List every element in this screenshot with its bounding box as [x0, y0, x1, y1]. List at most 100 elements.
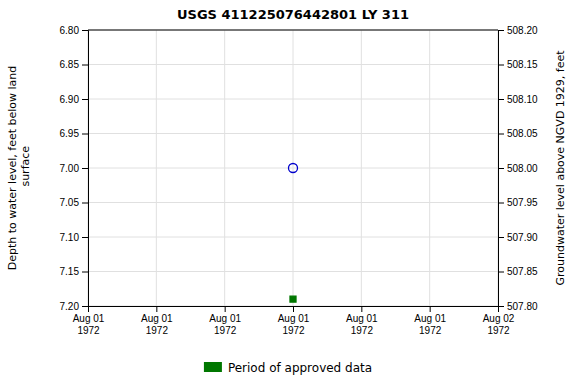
tick-mark — [498, 306, 499, 312]
tick-mark — [82, 99, 88, 100]
tick: 508.05 — [498, 128, 538, 139]
series — [288, 163, 297, 172]
legend-item: Period of approved data — [204, 361, 372, 375]
tick-label-line: Aug 01 — [346, 313, 378, 324]
tick-label: Aug 011972 — [346, 313, 378, 336]
tick-label-line: 1972 — [214, 325, 237, 336]
tick-mark — [498, 237, 504, 238]
tick-mark — [82, 65, 88, 66]
tick-label-line: 1972 — [282, 325, 305, 336]
grid — [88, 30, 498, 306]
tick: 507.90 — [498, 232, 538, 243]
tick-label-line: Aug 02 — [483, 313, 515, 324]
tick-mark — [293, 306, 294, 312]
tick-mark — [156, 306, 157, 312]
axis-line — [82, 31, 89, 307]
tick: 7.00 — [60, 163, 88, 174]
y-axis-label-line: surface — [19, 146, 32, 190]
tick-mark — [498, 99, 504, 100]
tick-label: 507.90 — [507, 232, 538, 243]
tick-label: Aug 011972 — [73, 313, 105, 336]
tick-label: Aug 011972 — [209, 313, 241, 336]
tick-label-line: 1972 — [77, 325, 100, 336]
series — [290, 296, 296, 302]
tick-label: 508.10 — [507, 94, 538, 105]
tick: 508.15 — [498, 59, 538, 70]
tick-label-line: Aug 01 — [73, 313, 105, 324]
tick-mark — [430, 306, 431, 312]
tick-mark — [498, 134, 504, 135]
tick-mark — [82, 237, 88, 238]
tick-label: 507.95 — [507, 197, 538, 208]
tick: 7.15 — [60, 266, 88, 277]
tick-label-line: Aug 01 — [209, 313, 241, 324]
marks — [288, 163, 297, 302]
legend-swatch — [204, 362, 222, 372]
tick-label: 7.00 — [60, 163, 80, 174]
tick-label: 6.80 — [60, 25, 80, 36]
y-axis: 6.806.856.906.957.007.057.107.157.20 — [60, 25, 89, 312]
grid-line-x — [361, 30, 362, 306]
tick-label: 508.15 — [507, 59, 538, 70]
tick: 6.85 — [60, 59, 88, 70]
tick-mark — [82, 168, 88, 169]
tick-mark — [498, 168, 504, 169]
tick-label: 507.85 — [507, 266, 538, 277]
tick: Aug 011972 — [278, 306, 310, 336]
axis-line — [89, 307, 499, 313]
legend: Period of approved data — [204, 361, 372, 375]
title: USGS 411225076442801 LY 311 — [177, 7, 409, 22]
y-axis-label: Depth to water level, feet below land su… — [6, 66, 32, 271]
point — [288, 163, 297, 172]
legend-label: Period of approved data — [228, 361, 372, 375]
tick-label: 508.00 — [507, 163, 538, 174]
tick: 7.10 — [60, 232, 88, 243]
tick: Aug 021972 — [483, 306, 515, 336]
tick-label-line: 1972 — [146, 325, 169, 336]
tick-label: 6.85 — [60, 59, 80, 70]
tick-mark — [82, 306, 88, 307]
tick-label: 508.20 — [507, 25, 538, 36]
plot: 6.806.856.906.957.007.057.107.157.20507.… — [60, 25, 538, 336]
x-axis: Aug 011972Aug 011972Aug 011972Aug 011972… — [73, 306, 515, 336]
tick-label-line: Aug 01 — [414, 313, 446, 324]
tick-mark — [82, 30, 88, 31]
tick-label: Aug 011972 — [414, 313, 446, 336]
tick-mark — [88, 306, 89, 312]
tick-mark — [498, 30, 504, 31]
tick-label-line: Aug 01 — [141, 313, 173, 324]
tick-mark — [361, 306, 362, 312]
y-axis-label-line: Depth to water level, feet below land — [6, 66, 19, 271]
tick-mark — [82, 134, 88, 135]
tick-label-line: 1972 — [351, 325, 374, 336]
tick: 6.90 — [60, 94, 88, 105]
grid-line-x — [293, 30, 294, 306]
tick: Aug 011972 — [141, 306, 173, 336]
grid-line-y — [88, 30, 498, 31]
point — [290, 296, 296, 302]
tick: Aug 011972 — [209, 306, 241, 336]
tick-label: 6.90 — [60, 94, 80, 105]
tick-mark — [82, 272, 88, 273]
frame-top — [88, 30, 498, 31]
y2-axis-label: Groundwater level above NGVD 1929, feet — [554, 50, 567, 286]
tick: 6.80 — [60, 25, 88, 36]
chart: 6.806.856.906.957.007.057.107.157.20507.… — [0, 0, 576, 384]
grid-line-x — [156, 30, 157, 306]
tick: 7.05 — [60, 197, 88, 208]
tick: 507.95 — [498, 197, 538, 208]
tick: 508.00 — [498, 163, 538, 174]
tick-label: 7.10 — [60, 232, 80, 243]
tick-label-line: Aug 01 — [278, 313, 310, 324]
tick-label: Aug 011972 — [141, 313, 173, 336]
tick: Aug 011972 — [346, 306, 378, 336]
tick: Aug 011972 — [414, 306, 446, 336]
axis-line — [499, 31, 505, 307]
tick: 507.85 — [498, 266, 538, 277]
tick-mark — [82, 203, 88, 204]
tick-label: Aug 021972 — [483, 313, 515, 336]
tick-mark — [498, 203, 504, 204]
tick-label: 7.05 — [60, 197, 80, 208]
tick: 508.20 — [498, 25, 538, 36]
tick: 508.10 — [498, 94, 538, 105]
